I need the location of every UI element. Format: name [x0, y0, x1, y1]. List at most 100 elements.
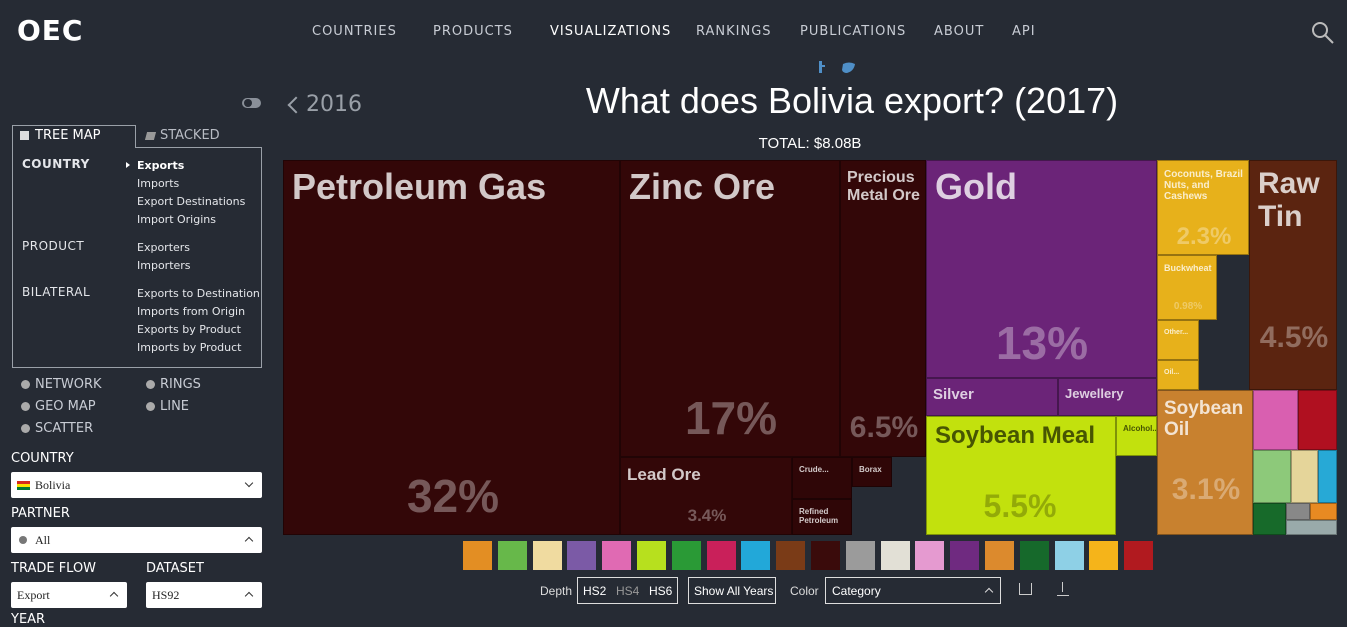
share-button[interactable]	[1019, 583, 1032, 595]
tile[interactable]: Petroleum Gas 32%	[283, 160, 620, 535]
tile[interactable]: Gold 13%	[926, 160, 1157, 378]
category-icon[interactable]	[811, 541, 840, 570]
globe	[19, 536, 27, 544]
depth-option[interactable]: HS4	[616, 584, 640, 598]
tile-label: Raw Tin	[1258, 167, 1320, 233]
nav-link[interactable]: VISUALIZATIONS	[550, 24, 672, 39]
toggle[interactable]	[241, 96, 263, 110]
category-icon[interactable]	[1124, 541, 1154, 570]
nav-link[interactable]: ABOUT	[934, 24, 985, 39]
category-icon[interactable]	[497, 541, 527, 570]
category-icon[interactable]	[602, 541, 632, 570]
category-icon[interactable]	[567, 541, 597, 570]
field-label: COUNTRY	[11, 451, 74, 466]
prev-year[interactable]: 2016	[306, 92, 362, 117]
show-years[interactable]: Show All Years	[688, 577, 776, 604]
menu-item[interactable]: Exports to Destination	[137, 287, 260, 300]
nav-link[interactable]: RANKINGS	[696, 24, 772, 39]
tab-active	[12, 125, 136, 148]
nav-link[interactable]: PRODUCTS	[433, 24, 513, 39]
tile[interactable]: Crude...	[792, 457, 852, 499]
view-link[interactable]: RINGS	[160, 377, 201, 392]
menu-item[interactable]: Import Origins	[137, 213, 216, 226]
view-icon	[146, 402, 155, 411]
category-icon[interactable]	[776, 541, 806, 570]
menu-item[interactable]: Exports by Product	[137, 323, 241, 336]
tile[interactable]: Lead Ore 3.4%	[620, 457, 792, 535]
tile[interactable]: Jewellery	[1058, 378, 1157, 416]
tile[interactable]: Soybean Meal 5.5%	[926, 416, 1116, 535]
select[interactable]: Export	[11, 582, 127, 608]
tab[interactable]: STACKED	[160, 128, 220, 143]
category-icon[interactable]	[532, 541, 562, 570]
field-label: YEAR	[11, 612, 46, 627]
tile[interactable]: Raw Tin 4.5%	[1249, 160, 1337, 390]
view-link[interactable]: GEO MAP	[35, 399, 96, 414]
category-icon[interactable]	[985, 541, 1014, 570]
select-value: All	[35, 533, 51, 547]
tile[interactable]: Oil...	[1157, 360, 1199, 390]
tile[interactable]: Soybean Oil 3.1%	[1157, 390, 1253, 535]
category-icon[interactable]	[671, 541, 701, 570]
select[interactable]: Bolivia	[11, 472, 262, 498]
depth-option[interactable]: HS6	[649, 584, 673, 598]
menu-item[interactable]: Imports by Product	[137, 341, 242, 354]
nav-link[interactable]: COUNTRIES	[312, 24, 397, 39]
select[interactable]: HS92	[146, 582, 262, 608]
category-icon[interactable]	[1089, 541, 1119, 570]
tile[interactable]: Alcohol...	[1116, 416, 1157, 456]
group-label: PRODUCT	[22, 239, 85, 253]
chevron	[244, 591, 254, 601]
menu-item[interactable]: Export Destinations	[137, 195, 246, 208]
nav-link[interactable]: PUBLICATIONS	[800, 24, 907, 39]
share-icons[interactable]	[815, 59, 860, 75]
logo: OEC	[17, 14, 84, 47]
category-icon[interactable]	[880, 541, 910, 570]
tab[interactable]: TREE MAP	[35, 128, 101, 143]
category-icon[interactable]	[706, 541, 736, 570]
tile[interactable]: Precious Metal Ore 6.5%	[840, 160, 926, 457]
tile[interactable]: Other...	[1157, 320, 1199, 360]
tile[interactable]: Silver	[926, 378, 1058, 416]
category-icon[interactable]	[845, 541, 875, 570]
category-icon[interactable]	[463, 541, 492, 570]
nav-link[interactable]: API	[1012, 24, 1036, 39]
title: What does Bolivia export? (2017)	[585, 80, 1119, 121]
category-icon[interactable]	[1054, 541, 1084, 570]
menu-item[interactable]: Exports	[137, 159, 185, 172]
select[interactable]: All	[11, 527, 262, 553]
tile-label: Gold	[935, 166, 1017, 207]
prev-arrow[interactable]	[287, 96, 305, 114]
download-button[interactable]	[1057, 595, 1069, 596]
view-link[interactable]: LINE	[160, 399, 190, 414]
menu-item[interactable]: Exporters	[137, 241, 191, 254]
tab-icon	[20, 131, 29, 140]
menu-item[interactable]: Importers	[137, 259, 191, 272]
view-link[interactable]: NETWORK	[35, 377, 102, 392]
view-icon	[146, 380, 155, 389]
color-select[interactable]: Category	[825, 577, 1001, 604]
search-icon[interactable]	[1311, 21, 1335, 45]
select-value: HS92	[152, 588, 180, 602]
menu-item[interactable]: Imports	[137, 177, 180, 190]
category-icon[interactable]	[915, 541, 945, 570]
tile	[1310, 503, 1337, 520]
tile[interactable]: Coconuts, Brazil Nuts, and Cashews 2.3%	[1157, 160, 1249, 255]
tile	[1253, 503, 1286, 535]
select-value: Export	[17, 588, 50, 602]
category-icon[interactable]	[637, 541, 666, 570]
category-icon[interactable]	[1019, 541, 1049, 570]
tile-label: Crude...	[799, 465, 829, 474]
category-icon[interactable]	[950, 541, 980, 570]
menu-item[interactable]: Imports from Origin	[137, 305, 246, 318]
tile[interactable]: Refined Petroleum	[792, 499, 852, 535]
tile[interactable]: Zinc Ore 17%	[620, 160, 840, 457]
depth-option[interactable]: HS2	[583, 584, 607, 598]
tile[interactable]: Borax	[852, 457, 892, 487]
tile[interactable]: Buckwheat 0.98%	[1157, 255, 1217, 320]
view-link[interactable]: SCATTER	[35, 421, 94, 436]
category-icon[interactable]	[741, 541, 771, 570]
color-value: Category	[832, 584, 881, 598]
tile-share: 6.5%	[849, 411, 919, 444]
